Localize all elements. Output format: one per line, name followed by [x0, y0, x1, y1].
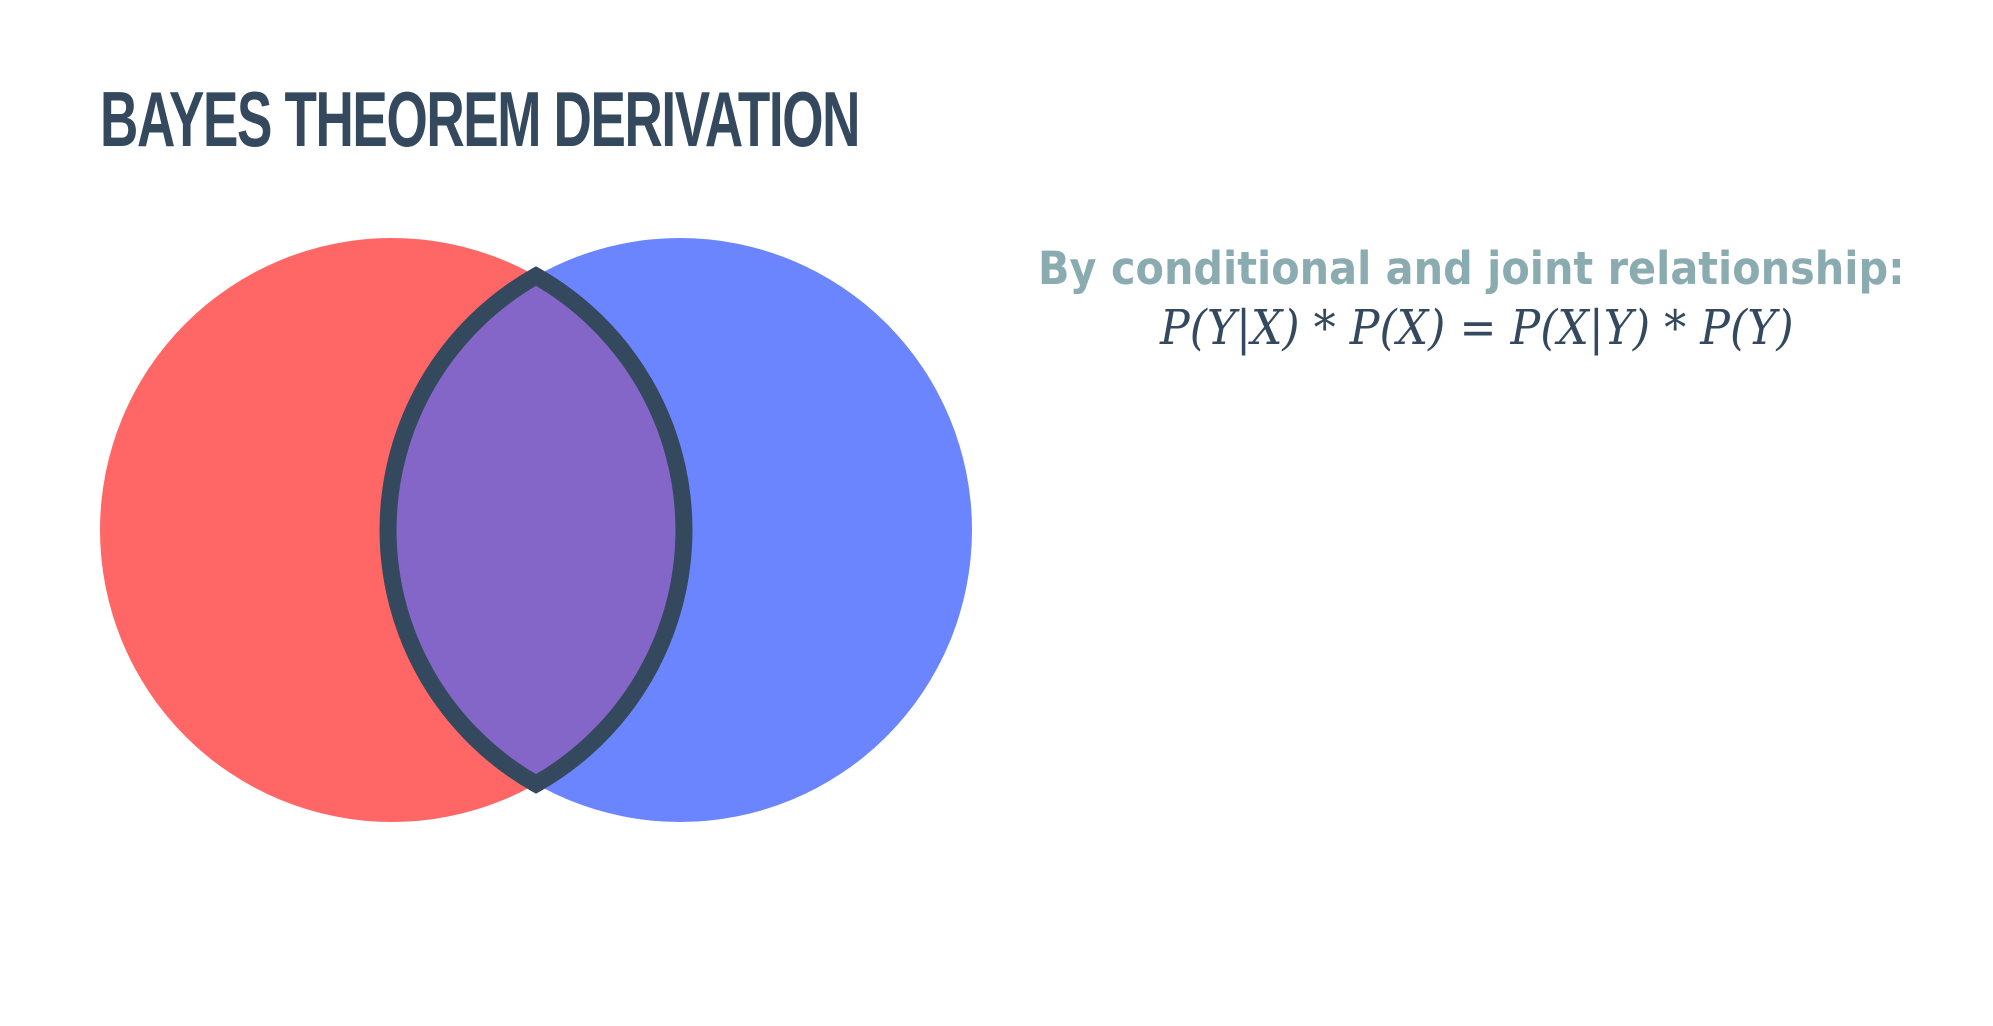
slide-title: BAYES THEOREM DERIVATION	[100, 75, 860, 163]
relationship-caption: By conditional and joint relationship:	[1038, 242, 1905, 295]
bayes-formula: P(Y|X) * P(X) = P(X|Y) * P(Y)	[1160, 300, 1794, 356]
venn-intersection-outline	[379, 266, 693, 794]
venn-diagram	[100, 238, 972, 822]
